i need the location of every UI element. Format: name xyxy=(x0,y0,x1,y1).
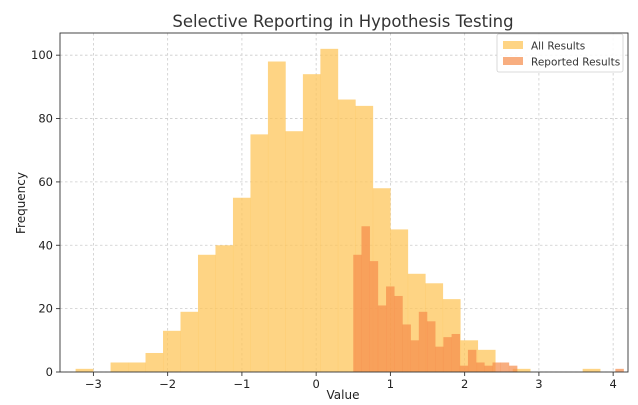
y-tick-label: 0 xyxy=(46,365,53,379)
bar-reported-results xyxy=(353,254,362,372)
x-tick-label: 3 xyxy=(535,377,542,391)
bar-reported-results xyxy=(508,365,518,372)
x-tick-label: 1 xyxy=(387,377,394,391)
legend-swatch-all-results xyxy=(503,41,523,49)
bar-reported-results xyxy=(377,305,387,372)
x-tick-label: −2 xyxy=(159,377,176,391)
bar-all-results xyxy=(75,368,94,372)
x-axis-ticks: −3 −2 −1 0 1 2 3 4 xyxy=(85,372,617,391)
bar-reported-results xyxy=(443,337,452,372)
bar-all-results xyxy=(197,254,216,372)
bar-reported-results xyxy=(615,368,624,372)
bar-all-results xyxy=(320,48,339,372)
bar-reported-results xyxy=(369,261,379,372)
bar-reported-results xyxy=(426,321,436,372)
y-tick-label: 100 xyxy=(31,48,53,62)
y-tick-label: 40 xyxy=(38,238,53,252)
bar-reported-results xyxy=(492,362,501,372)
bar-reported-results xyxy=(386,286,395,372)
bar-reported-results xyxy=(402,324,411,372)
bar-reported-results xyxy=(476,362,485,372)
bar-all-results xyxy=(285,131,304,372)
legend-frame xyxy=(496,33,624,73)
bar-reported-results xyxy=(394,295,403,372)
chart-title: Selective Reporting in Hypothesis Testin… xyxy=(172,12,513,31)
bar-reported-results xyxy=(361,226,370,372)
bar-all-results xyxy=(250,134,269,372)
y-tick-label: 80 xyxy=(38,112,53,126)
bar-reported-results xyxy=(459,365,469,372)
bar-all-results xyxy=(232,197,251,372)
bar-all-results xyxy=(215,245,234,372)
legend: All Results Reported Results xyxy=(496,33,624,73)
bar-all-results xyxy=(145,352,164,372)
legend-swatch-reported-results xyxy=(503,57,523,65)
bar-all-results xyxy=(512,368,531,372)
bar-reported-results xyxy=(484,365,493,372)
bar-all-results xyxy=(582,368,601,372)
x-tick-label: −3 xyxy=(85,377,102,391)
bar-all-results xyxy=(163,330,181,372)
bar-reported-results xyxy=(467,349,477,372)
bar-reported-results xyxy=(500,362,510,372)
bar-reported-results xyxy=(410,340,420,372)
x-tick-label: 0 xyxy=(312,377,319,391)
y-axis-label: Frequency xyxy=(14,172,28,234)
y-tick-label: 60 xyxy=(38,175,53,189)
y-axis-ticks: 0 20 40 60 80 100 xyxy=(31,48,60,379)
bar-reported-results xyxy=(435,346,444,372)
x-axis-label: Value xyxy=(327,388,360,402)
bar-all-results xyxy=(110,362,129,372)
bar-all-results xyxy=(337,99,356,372)
x-tick-label: 4 xyxy=(609,377,616,391)
bar-reported-results xyxy=(451,333,461,372)
series-reported-results xyxy=(353,226,624,372)
bar-all-results xyxy=(267,61,286,373)
legend-label-reported-results: Reported Results xyxy=(531,57,620,69)
plot-frame xyxy=(59,32,629,373)
y-tick-label: 20 xyxy=(38,302,53,316)
bar-all-results xyxy=(302,74,321,372)
bar-all-results xyxy=(180,311,199,372)
series-all-results xyxy=(75,48,601,373)
x-tick-label: 2 xyxy=(461,377,468,391)
legend-label-all-results: All Results xyxy=(531,41,585,53)
bar-all-results xyxy=(128,362,146,372)
x-tick-label: −1 xyxy=(233,377,250,391)
bar-reported-results xyxy=(418,311,428,372)
